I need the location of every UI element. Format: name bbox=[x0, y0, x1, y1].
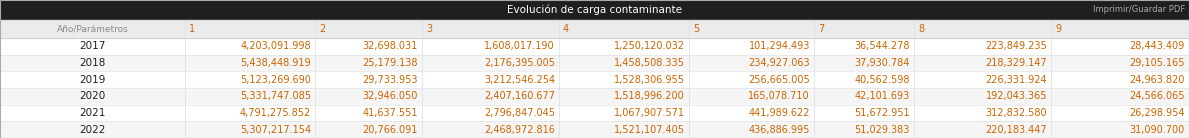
Text: 31,090.700: 31,090.700 bbox=[1130, 125, 1185, 135]
Text: 2,796,847.045: 2,796,847.045 bbox=[484, 108, 555, 118]
Text: 234,927.063: 234,927.063 bbox=[748, 58, 810, 68]
Text: 1,458,508.335: 1,458,508.335 bbox=[615, 58, 685, 68]
Text: 29,105.165: 29,105.165 bbox=[1130, 58, 1185, 68]
Text: 101,294.493: 101,294.493 bbox=[749, 41, 810, 51]
Text: 2017: 2017 bbox=[80, 41, 106, 51]
Text: 1,528,306.955: 1,528,306.955 bbox=[614, 75, 685, 85]
Text: 165,078.710: 165,078.710 bbox=[748, 91, 810, 101]
Text: Año/Parámetros: Año/Parámetros bbox=[57, 25, 128, 34]
Bar bbox=[0, 71, 1189, 88]
Text: 5,331,747.085: 5,331,747.085 bbox=[240, 91, 312, 101]
Text: 42,101.693: 42,101.693 bbox=[855, 91, 910, 101]
Text: 4,203,091.998: 4,203,091.998 bbox=[240, 41, 312, 51]
Text: 8: 8 bbox=[918, 24, 924, 34]
Text: 26,298.954: 26,298.954 bbox=[1130, 108, 1185, 118]
Text: 4,791,275.852: 4,791,275.852 bbox=[240, 108, 312, 118]
Text: 1,518,996.200: 1,518,996.200 bbox=[615, 91, 685, 101]
Text: 5,438,448.919: 5,438,448.919 bbox=[240, 58, 312, 68]
Text: 226,331.924: 226,331.924 bbox=[986, 75, 1048, 85]
Text: 2,176,395.005: 2,176,395.005 bbox=[484, 58, 555, 68]
Text: 1,521,107.405: 1,521,107.405 bbox=[614, 125, 685, 135]
Text: 2019: 2019 bbox=[80, 75, 106, 85]
Bar bbox=[0, 105, 1189, 121]
Bar bbox=[0, 20, 1189, 38]
Text: 29,733.953: 29,733.953 bbox=[363, 75, 419, 85]
Text: Imprimir/Guardar PDF: Imprimir/Guardar PDF bbox=[1093, 6, 1185, 14]
Text: 37,930.784: 37,930.784 bbox=[855, 58, 910, 68]
Text: 3,212,546.254: 3,212,546.254 bbox=[484, 75, 555, 85]
Text: 436,886.995: 436,886.995 bbox=[749, 125, 810, 135]
Bar bbox=[0, 0, 1189, 20]
Text: 256,665.005: 256,665.005 bbox=[748, 75, 810, 85]
Bar bbox=[0, 55, 1189, 71]
Text: 32,698.031: 32,698.031 bbox=[363, 41, 419, 51]
Bar bbox=[0, 38, 1189, 55]
Bar bbox=[0, 121, 1189, 138]
Text: 223,849.235: 223,849.235 bbox=[986, 41, 1048, 51]
Text: 441,989.622: 441,989.622 bbox=[749, 108, 810, 118]
Text: 1: 1 bbox=[189, 24, 195, 34]
Text: 20,766.091: 20,766.091 bbox=[363, 125, 419, 135]
Text: 1,067,907.571: 1,067,907.571 bbox=[614, 108, 685, 118]
Text: 2018: 2018 bbox=[80, 58, 106, 68]
Text: 2,468,972.816: 2,468,972.816 bbox=[484, 125, 555, 135]
Text: 2022: 2022 bbox=[80, 125, 106, 135]
Text: 2020: 2020 bbox=[80, 91, 106, 101]
Bar bbox=[0, 88, 1189, 105]
Text: 24,566.065: 24,566.065 bbox=[1130, 91, 1185, 101]
Text: 192,043.365: 192,043.365 bbox=[986, 91, 1048, 101]
Text: 1,250,120.032: 1,250,120.032 bbox=[614, 41, 685, 51]
Text: Evolución de carga contaminante: Evolución de carga contaminante bbox=[507, 5, 682, 15]
Text: 7: 7 bbox=[818, 24, 824, 34]
Text: 51,029.383: 51,029.383 bbox=[855, 125, 910, 135]
Text: 32,946.050: 32,946.050 bbox=[363, 91, 419, 101]
Text: 41,637.551: 41,637.551 bbox=[363, 108, 419, 118]
Text: 220,183.447: 220,183.447 bbox=[986, 125, 1048, 135]
Text: 5,123,269.690: 5,123,269.690 bbox=[240, 75, 312, 85]
Text: 24,963.820: 24,963.820 bbox=[1130, 75, 1185, 85]
Text: 28,443.409: 28,443.409 bbox=[1130, 41, 1185, 51]
Text: 312,832.580: 312,832.580 bbox=[986, 108, 1048, 118]
Text: 51,672.951: 51,672.951 bbox=[855, 108, 910, 118]
Text: 2021: 2021 bbox=[80, 108, 106, 118]
Text: 5: 5 bbox=[693, 24, 699, 34]
Text: 1,608,017.190: 1,608,017.190 bbox=[484, 41, 555, 51]
Text: 2,407,160.677: 2,407,160.677 bbox=[484, 91, 555, 101]
Text: 36,544.278: 36,544.278 bbox=[855, 41, 910, 51]
Text: 218,329.147: 218,329.147 bbox=[986, 58, 1048, 68]
Text: 2: 2 bbox=[319, 24, 326, 34]
Text: 9: 9 bbox=[1055, 24, 1061, 34]
Text: 40,562.598: 40,562.598 bbox=[855, 75, 910, 85]
Text: 3: 3 bbox=[426, 24, 432, 34]
Text: 4: 4 bbox=[564, 24, 570, 34]
Text: 5,307,217.154: 5,307,217.154 bbox=[240, 125, 312, 135]
Text: 25,179.138: 25,179.138 bbox=[363, 58, 419, 68]
